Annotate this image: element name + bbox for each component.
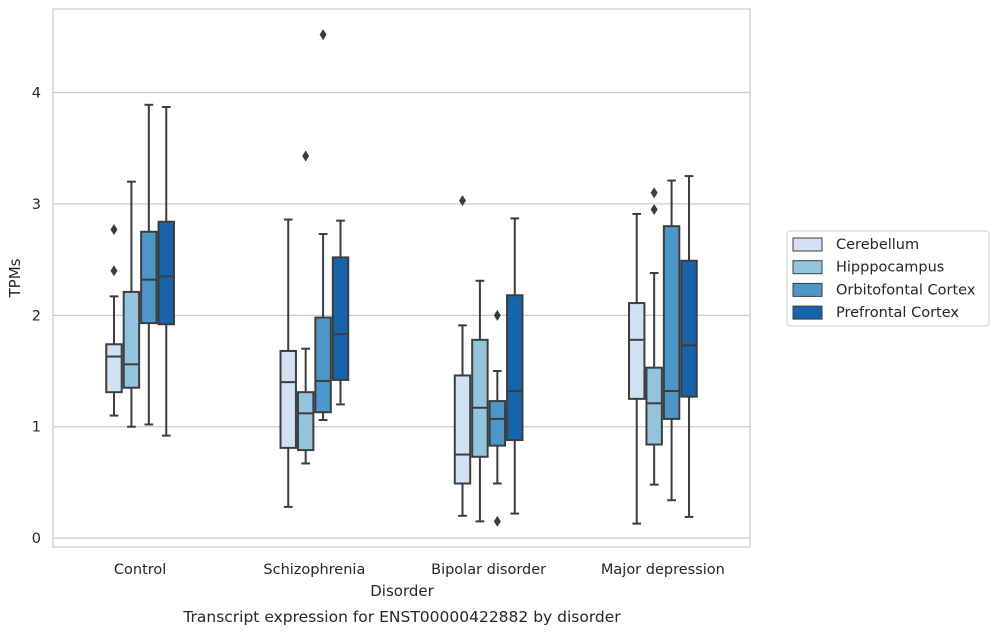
box-body [628, 302, 646, 400]
box-prefrontal-cortex [506, 217, 524, 515]
legend-label: Cerebellum [836, 237, 919, 253]
outlier-point [110, 224, 118, 236]
y-tick-label: 0 [32, 531, 41, 547]
box-body [331, 256, 350, 381]
box-body [105, 343, 123, 394]
box-orbitofontal-cortex [314, 29, 332, 422]
y-tick-label: 3 [32, 197, 41, 213]
legend-label: Orbitofontal Cortex [836, 282, 976, 298]
x-tick-labels: Control Schizophrenia Bipolar disorder Majo… [114, 562, 725, 578]
box-prefrontal-cortex [331, 219, 350, 406]
outlier-point [493, 515, 501, 527]
box-body [645, 366, 663, 446]
legend-swatch [792, 237, 823, 252]
box-body [296, 391, 315, 452]
outlier-point [302, 150, 310, 162]
outlier-point [650, 187, 658, 199]
box-hipppocampus [122, 180, 141, 428]
legend-swatch [792, 305, 823, 320]
box-body [157, 220, 175, 326]
y-tick-label: 2 [32, 308, 41, 324]
box-body [279, 349, 297, 449]
box-body [488, 400, 507, 447]
box-orbitofontal-cortex [662, 179, 681, 502]
x-axis-label: Disorder [370, 582, 434, 600]
y-tick-labels: 0 1 2 3 4 [32, 86, 41, 548]
box-body [506, 294, 524, 442]
box-cerebellum [628, 212, 646, 525]
legend-swatch [792, 282, 823, 297]
box-body [680, 259, 698, 398]
legend-label: Hipppocampus [836, 260, 944, 276]
box-hipppocampus [296, 150, 315, 465]
box-cerebellum [453, 195, 472, 517]
legend-frame [786, 230, 990, 327]
box-orbitofontal-cortex [488, 309, 507, 527]
legend-label: Prefrontal Cortex [836, 305, 959, 321]
box-hipppocampus [645, 187, 663, 486]
legend-swatch [792, 260, 823, 275]
outlier-point [493, 309, 501, 321]
outlier-point [650, 203, 658, 215]
legend: Cerebellum Hipppocampus Orbitofontal Corte… [786, 230, 990, 327]
box-body [453, 374, 472, 485]
box-orbitofontal-cortex [140, 103, 158, 426]
box-body [314, 316, 332, 414]
box-body [122, 290, 141, 389]
y-tick-label: 1 [32, 420, 41, 436]
plot-frame [52, 8, 751, 548]
box-cerebellum [105, 224, 123, 417]
box-hipppocampus [471, 279, 489, 523]
outlier-point [458, 195, 466, 207]
outlier-point [319, 29, 327, 41]
x-tick-label: Control [114, 562, 166, 578]
y-tick-label: 4 [32, 86, 41, 102]
box-body [140, 230, 158, 325]
outlier-point [110, 265, 118, 277]
box-body [662, 225, 681, 420]
box-cerebellum [279, 218, 297, 508]
box-prefrontal-cortex [680, 175, 698, 518]
x-tick-label: Schizophrenia [263, 562, 365, 578]
box-layer [105, 29, 698, 527]
box-prefrontal-cortex [157, 106, 175, 437]
x-tick-label: Major depression [601, 562, 725, 578]
x-tick-label: Bipolar disorder [431, 562, 546, 578]
box-body [471, 338, 489, 458]
chart-title: Transcript expression for ENST0000042288… [182, 608, 621, 626]
y-axis-label: TPMs [6, 258, 24, 298]
